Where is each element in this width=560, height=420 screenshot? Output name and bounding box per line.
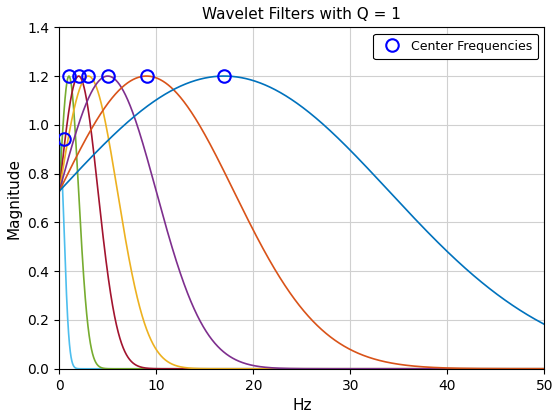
Center Frequencies: [221, 74, 227, 79]
Title: Wavelet Filters with Q = 1: Wavelet Filters with Q = 1: [202, 7, 401, 22]
Y-axis label: Magnitude: Magnitude: [7, 158, 22, 239]
Center Frequencies: [143, 74, 150, 79]
Line: Center Frequencies: Center Frequencies: [58, 70, 230, 146]
Legend: Center Frequencies: Center Frequencies: [373, 34, 538, 59]
Center Frequencies: [85, 74, 92, 79]
Center Frequencies: [104, 74, 111, 79]
Center Frequencies: [75, 74, 82, 79]
Center Frequencies: [66, 74, 72, 79]
Center Frequencies: [60, 137, 67, 142]
X-axis label: Hz: Hz: [292, 398, 311, 413]
